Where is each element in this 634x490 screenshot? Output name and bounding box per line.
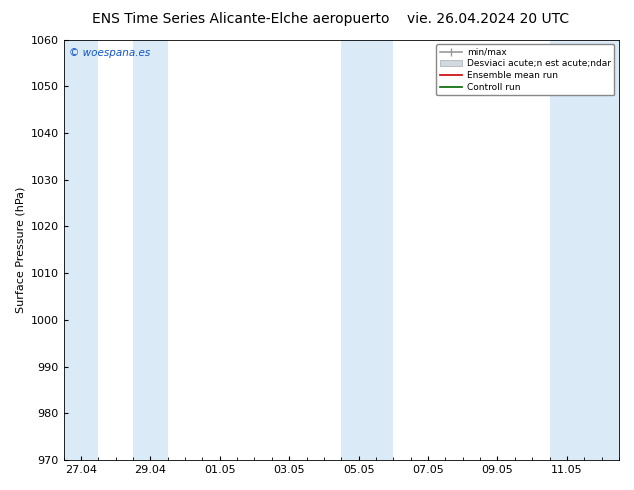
Text: ENS Time Series Alicante-Elche aeropuerto: ENS Time Series Alicante-Elche aeropuert… — [92, 12, 390, 26]
Legend: min/max, Desviaci acute;n est acute;ndar, Ensemble mean run, Controll run: min/max, Desviaci acute;n est acute;ndar… — [436, 44, 614, 96]
Bar — [550, 40, 619, 460]
Bar — [133, 40, 167, 460]
Text: vie. 26.04.2024 20 UTC: vie. 26.04.2024 20 UTC — [407, 12, 569, 26]
Text: © woespana.es: © woespana.es — [69, 48, 150, 58]
Bar — [341, 40, 393, 460]
Y-axis label: Surface Pressure (hPa): Surface Pressure (hPa) — [15, 187, 25, 313]
Bar — [63, 40, 98, 460]
